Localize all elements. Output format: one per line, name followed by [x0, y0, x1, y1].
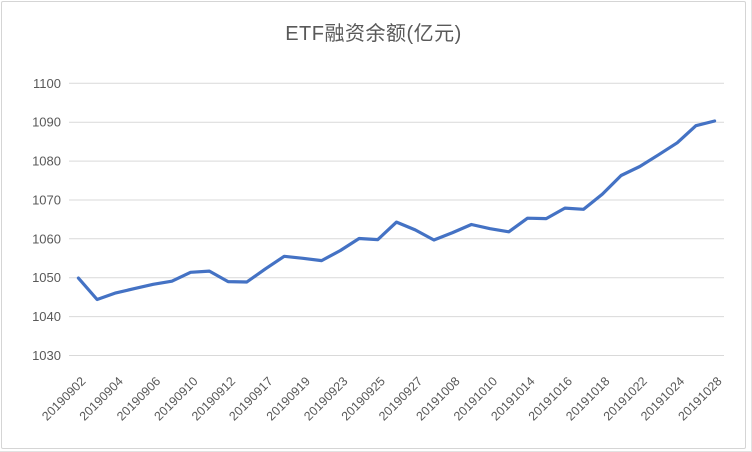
y-tick-label: 1060 [32, 231, 61, 246]
y-tick-label: 1090 [32, 115, 61, 130]
y-axis-labels: 1030 1040 1050 1060 1070 1080 1090 1100 [32, 76, 61, 363]
y-tick-label: 1050 [32, 270, 61, 285]
y-tick-label: 1080 [32, 154, 61, 169]
y-tick-label: 1100 [33, 76, 61, 91]
y-tick-label: 1030 [32, 348, 61, 363]
x-axis-labels: 2019090220190904201909062019091020190912… [39, 374, 724, 423]
chart-title: ETF融资余额(亿元) [285, 23, 462, 45]
data-line-series [76, 119, 717, 302]
y-tick-label: 1040 [32, 309, 61, 324]
gridlines [69, 82, 724, 356]
y-tick-label: 1070 [32, 193, 61, 208]
